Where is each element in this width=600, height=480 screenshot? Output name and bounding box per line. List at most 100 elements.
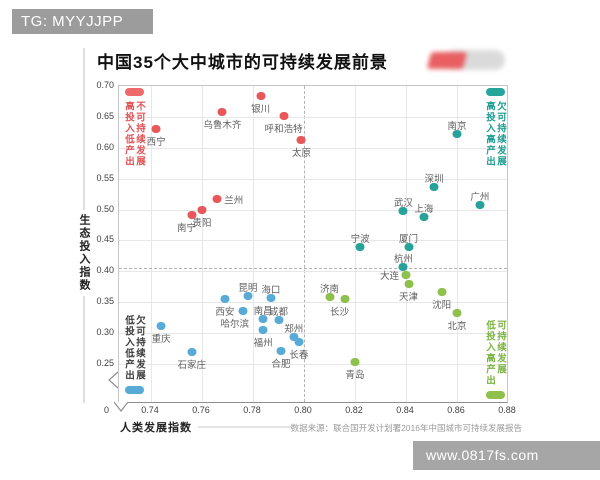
quadrant-label-text: 不可持续发展 高投入低产出 [123,101,145,167]
data-point-label: 武汉 [393,197,413,209]
data-point-label: 杭州 [393,254,413,265]
data-point-label: 石家庄 [177,359,207,371]
gridline-vertical [457,86,458,402]
gridline-horizontal [119,271,507,273]
quadrant-pill-marker [124,386,144,394]
gridline-vertical [202,86,203,402]
data-point-label: 长沙 [329,307,349,319]
gridline-vertical [253,86,254,402]
gridline-horizontal [119,116,507,118]
plot-area: 西宁 银川 乌鲁木齐 呼和浩特 太原 兰州 贵阳 南宁 南京 深圳 广州 武汉 上海 宁波 厦门 杭州 大连 天津… [118,85,508,403]
data-point [266,293,276,302]
gridline-horizontal [119,333,507,335]
x-axis-origin-label: 0 [104,405,110,415]
data-point-label: 南宁 [176,222,196,234]
data-point-label: 广州 [470,192,490,204]
x-tick-label: 0.80 [294,405,312,415]
data-source-note: 数据来源：联合国开发计划署2016年中国城市可持续发展报告 [290,423,522,433]
data-point-label: 北京 [447,320,467,332]
logo-red-shape [426,52,468,69]
data-point-label: 昆明 [238,283,258,295]
x-tick-label: 0.86 [447,405,465,415]
y-tick-label: 0.30 [96,327,114,338]
data-point-label: 沈阳 [432,299,452,311]
y-tick-label: 0.45 [96,234,114,245]
data-point-label: 重庆 [151,333,171,345]
y-tick-label: 0.40 [96,265,114,276]
gridline-horizontal [119,209,507,211]
x-axis-title: 人类发展指数 [120,422,192,434]
y-tick-label: 0.25 [96,358,114,368]
gridline-vertical [355,86,356,402]
data-point [217,107,227,116]
data-point-label: 南昌 [253,305,273,317]
data-point-label: 福州 [253,338,273,350]
quadrant-label-text: 可持续发展 低投入高产出 [484,320,506,386]
quadrant-pill-marker [485,88,505,96]
data-point [220,295,230,304]
data-point-label: 西安 [215,307,235,319]
data-point [156,321,166,330]
y-tick-label: 0.70 [96,80,114,90]
y-axis-break-icon [108,371,119,389]
telegram-watermark-badge: TG: MYYJJPP [12,9,153,34]
data-point-label: 济南 [319,283,340,295]
x-axis-title-rule [198,426,292,428]
data-point-label: 天津 [399,292,419,304]
data-point-label: 哈尔滨 [220,318,250,330]
quadrant-pill-marker [124,88,144,96]
quadrant-label-text: 欠可持续发展 高投入高产出 [484,101,506,167]
data-point [355,242,365,251]
x-tick-label: 0.74 [141,405,159,415]
data-point [398,263,408,271]
data-point [401,271,411,280]
data-point-label: 郑州 [284,323,304,335]
data-point [258,326,268,335]
gridline-horizontal [119,240,507,242]
data-point-label: 青岛 [345,370,365,382]
data-point-label: 大连 [379,271,399,283]
data-point-label: 成都 [268,307,289,319]
quadrant-annotation-bottom-right: 可持续发展 低投入高产出 [482,320,508,399]
data-point-label: 南京 [447,121,467,133]
data-point [404,242,414,251]
data-point [187,210,197,219]
gridline-horizontal [119,302,507,304]
x-tick-label: 0.88 [498,405,516,415]
data-point-label: 西宁 [146,137,166,149]
data-point [350,358,360,367]
data-point [187,347,197,356]
data-point-label: 海口 [261,284,281,296]
y-tick-label: 0.50 [96,203,114,214]
data-point-label: 宁波 [350,233,370,245]
data-point [296,135,306,144]
data-point-label: 深圳 [424,173,444,185]
data-point [151,125,161,134]
data-point [429,182,439,191]
x-tick-label: 0.78 [243,405,261,415]
y-tick-label: 0.55 [96,172,114,183]
y-tick-label: 0.60 [96,141,114,152]
quadrant-annotation-top-left: 不可持续发展 高投入低产出 [121,88,147,167]
data-point [404,280,414,289]
data-point-label: 贵阳 [192,217,212,229]
data-point [452,308,462,317]
data-point-label: 太原 [291,147,311,159]
data-point [256,91,266,100]
gridline-horizontal [119,147,507,149]
data-point [325,292,334,301]
y-tick-label: 0.35 [96,296,114,307]
data-point-label: 银川 [251,103,271,115]
data-point [289,332,299,341]
y-axis-title: 生态投入指数 [75,210,93,296]
data-point [238,306,248,315]
data-point [274,316,283,325]
data-point-label: 长春 [289,349,309,361]
data-point-label: 合肥 [271,359,291,371]
data-point [279,111,289,120]
quadrant-annotation-bottom-left: 欠可持续发展 低投入低产出 [121,315,147,394]
data-point [398,206,408,215]
quadrant-label-text: 欠可持续发展 低投入低产出 [123,315,145,381]
data-point-label: 乌鲁木齐 [203,119,242,131]
